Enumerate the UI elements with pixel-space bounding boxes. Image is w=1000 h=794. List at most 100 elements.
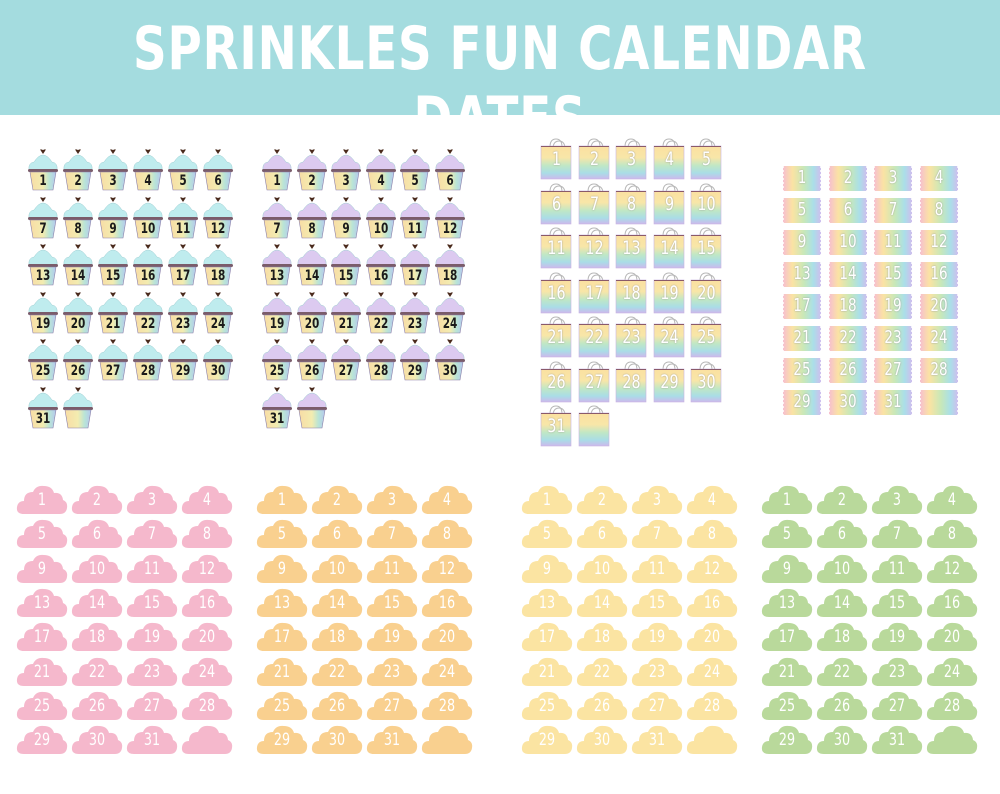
bag-blank-sticker	[578, 405, 611, 447]
date-number: 10	[140, 220, 156, 237]
date-number: 17	[33, 627, 51, 648]
cloud-date-sticker: 23	[871, 656, 923, 687]
date-number: 29	[175, 363, 191, 379]
cloud-date-sticker: 24	[181, 656, 233, 687]
date-number: 20	[70, 315, 86, 332]
cloud-date-sticker: 19	[871, 621, 923, 652]
date-number: 12	[584, 237, 604, 259]
cupcake-date-sticker: 5	[398, 146, 432, 192]
cloud-date-sticker: 30	[71, 724, 123, 755]
bag-date-sticker: 22	[578, 316, 611, 358]
cloud-blank-sticker	[686, 724, 738, 755]
date-number: 30	[88, 730, 106, 751]
cupcake-date-sticker: 22	[364, 289, 398, 335]
cloud-date-sticker: 9	[761, 553, 813, 584]
bag-date-sticker: 3	[615, 138, 648, 180]
cloud-date-sticker: 16	[181, 587, 233, 618]
cloud-date-sticker: 14	[311, 587, 363, 618]
ribbon-date-sticker: 23	[873, 325, 913, 352]
date-number: 10	[697, 192, 716, 215]
cloud-date-sticker: 8	[421, 518, 473, 549]
cupcake-date-sticker: 19	[26, 289, 60, 335]
date-number: 18	[622, 281, 641, 304]
ribbon-blank-sticker	[918, 389, 959, 416]
cupcake-date-sticker: 5	[166, 146, 200, 192]
cloud-date-sticker: 5	[256, 518, 308, 549]
date-number: 10	[373, 220, 388, 237]
date-number: 7	[273, 220, 281, 237]
cupcake-date-sticker: 23	[398, 289, 432, 335]
bag-date-sticker: 24	[653, 316, 686, 358]
date-number: 26	[70, 363, 86, 379]
cupcake-date-sticker: 31	[26, 384, 60, 430]
date-number: 20	[438, 627, 456, 648]
cupcake-date-sticker: 14	[295, 241, 329, 287]
cloud-date-sticker: 3	[631, 484, 683, 515]
date-number: 14	[328, 592, 346, 613]
date-number: 30	[697, 370, 716, 393]
date-number: 8	[934, 199, 943, 220]
date-number: 25	[697, 326, 716, 348]
date-number: 28	[929, 359, 948, 380]
cloud-date-sticker: 29	[521, 724, 573, 755]
date-number: 10	[328, 558, 346, 579]
cupcake-date-sticker: 8	[61, 194, 95, 240]
cloud-date-sticker: 4	[181, 484, 233, 515]
ribbon-date-sticker: 28	[918, 357, 959, 384]
cloud-date-sticker: 28	[181, 690, 233, 721]
cloud-date-sticker: 28	[421, 690, 473, 721]
date-number: 14	[659, 237, 679, 259]
date-number: 4	[144, 173, 152, 189]
cloud-date-sticker: 22	[71, 656, 123, 687]
date-number: 26	[838, 359, 857, 380]
cloud-date-sticker: 29	[256, 724, 308, 755]
date-number: 14	[88, 592, 106, 613]
date-number: 16	[438, 592, 456, 613]
cloud-date-sticker: 18	[311, 621, 363, 652]
date-number: 9	[277, 558, 287, 579]
date-number: 21	[793, 327, 811, 348]
page-title: SPRINKLES FUN CALENDAR DATES	[133, 14, 867, 154]
date-number: 11	[383, 558, 401, 579]
date-number: 15	[338, 268, 354, 284]
cloud-date-sticker: 25	[521, 690, 573, 721]
bag-date-sticker: 10	[690, 182, 723, 225]
date-number: 12	[442, 220, 457, 237]
cloud-date-sticker: 24	[421, 656, 473, 687]
date-number: 15	[648, 592, 666, 613]
date-number: 7	[387, 524, 397, 545]
cloud-date-sticker: 16	[686, 587, 738, 618]
date-number: 22	[838, 327, 857, 348]
date-number: 17	[538, 627, 556, 648]
date-number: 19	[35, 315, 51, 332]
cloud-date-sticker: 15	[126, 587, 178, 618]
cloud-date-sticker: 18	[816, 621, 868, 652]
cupcake-date-sticker: 24	[201, 289, 235, 335]
cupcake-date-sticker: 18	[201, 241, 235, 287]
cloud-date-sticker: 8	[926, 518, 978, 549]
date-number: 5	[701, 148, 712, 170]
ribbon-date-sticker: 18	[827, 293, 868, 320]
date-number: 28	[622, 370, 641, 393]
date-number: 10	[833, 558, 851, 579]
date-number: 11	[547, 237, 566, 259]
date-number: 21	[778, 661, 796, 682]
cloud-date-sticker: 25	[16, 690, 68, 721]
ribbon-date-sticker: 31	[873, 389, 913, 416]
date-number: 26	[833, 695, 851, 716]
date-number: 7	[652, 524, 662, 545]
cloud-date-sticker: 15	[366, 587, 418, 618]
cupcake-date-sticker: 6	[433, 146, 467, 192]
date-number: 16	[373, 268, 388, 284]
cloud-date-sticker: 16	[421, 587, 473, 618]
cupcake-date-sticker: 21	[329, 289, 363, 335]
cloud-date-sticker: 25	[761, 690, 813, 721]
date-number: 29	[793, 391, 811, 412]
date-number: 2	[597, 490, 607, 510]
cloud-date-sticker: 4	[926, 484, 978, 515]
cupcake-date-sticker: 18	[433, 241, 467, 287]
date-number: 4	[202, 490, 212, 510]
cupcake-date-sticker: 24	[433, 289, 467, 335]
date-number: 18	[442, 268, 457, 284]
date-number: 31	[648, 730, 666, 751]
